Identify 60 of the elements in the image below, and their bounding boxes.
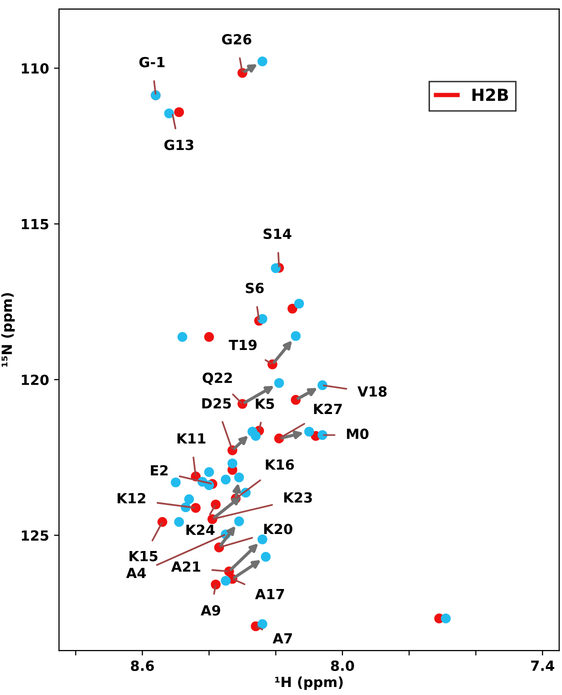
point (170, 477, 181, 488)
annotation: V18 (357, 386, 387, 397)
x-tick-label: 8.6 (130, 660, 154, 671)
point (290, 331, 301, 341)
point (258, 56, 268, 66)
y-tick-label: 120 (22, 374, 49, 386)
point (220, 576, 231, 586)
annotation: A4 (126, 568, 146, 578)
legend-label: H2B (472, 88, 508, 101)
annotation: K11 (178, 433, 206, 444)
point (204, 332, 214, 342)
point (234, 516, 244, 526)
annotation: S6 (246, 282, 264, 294)
annotation: K5 (256, 398, 274, 410)
annotation: T19 (228, 340, 257, 350)
annotation: K15 (130, 551, 158, 562)
annotation: A21 (171, 561, 200, 572)
point (234, 472, 244, 482)
x-axis-title: ¹H (ppm) (275, 676, 343, 690)
point (174, 517, 184, 527)
point (227, 458, 238, 468)
y-tick-label: 110 (22, 63, 49, 74)
point (204, 467, 214, 477)
point (250, 431, 261, 441)
annotation: K12 (118, 492, 146, 504)
point (274, 378, 284, 388)
annotation: K24 (186, 524, 215, 535)
annotation: G13 (164, 140, 194, 150)
point (177, 332, 188, 342)
annotation: K23 (284, 492, 312, 503)
annotation: D25 (202, 398, 231, 409)
point (288, 304, 298, 314)
x-tick-label: 7.4 (531, 660, 554, 671)
point (440, 614, 451, 624)
annotation: E2 (150, 465, 168, 476)
point (258, 619, 268, 629)
annotation: M0 (346, 428, 369, 440)
annotation: A9 (200, 605, 220, 616)
point (220, 474, 231, 484)
point (270, 263, 281, 274)
annotation: G-1 (139, 56, 165, 68)
y-tick-label: 115 (22, 219, 48, 230)
annotation: A7 (272, 633, 292, 644)
point (260, 552, 271, 562)
annotation: K20 (264, 524, 292, 534)
annotation: A17 (255, 588, 284, 600)
point (164, 108, 174, 118)
y-tick-label: 125 (22, 530, 48, 541)
point (304, 426, 314, 437)
annotation: G26 (222, 34, 252, 45)
x-tick-label: 8.0 (330, 660, 354, 671)
annotation: K27 (314, 404, 342, 414)
point (174, 107, 184, 118)
y-axis-title: ¹⁵N (ppm) (1, 293, 15, 367)
annotation: Q22 (202, 372, 232, 385)
annotation: K16 (266, 459, 294, 470)
point (258, 534, 268, 544)
point (184, 494, 194, 504)
point (294, 298, 304, 309)
annotation: S14 (264, 228, 292, 240)
